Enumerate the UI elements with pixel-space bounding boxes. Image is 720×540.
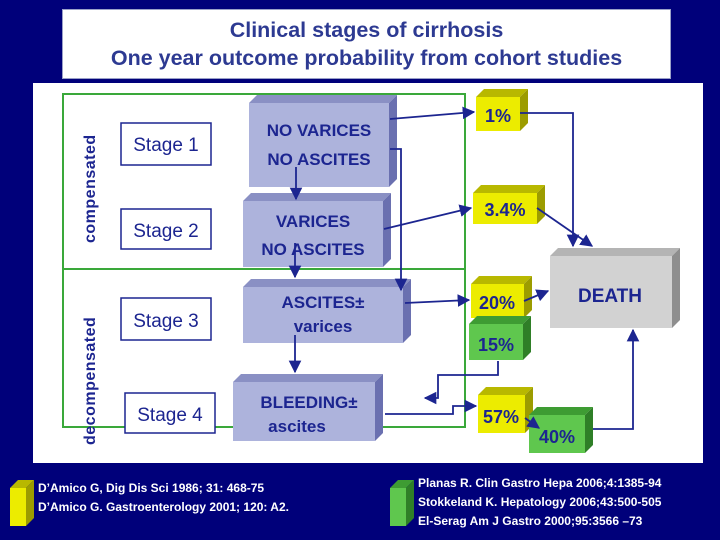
stage-label-1: Stage 1 bbox=[133, 135, 199, 156]
death-prob-box-1: 1% bbox=[476, 89, 528, 131]
arrow-prob1-to-death bbox=[520, 112, 580, 248]
arrow-condition1-to-prob1 bbox=[389, 106, 476, 120]
arrow-condition4-to-prob4 bbox=[385, 399, 478, 415]
death-prob-box-4: 57% bbox=[478, 387, 533, 433]
death-prob-box-2: 3.4% bbox=[473, 185, 545, 224]
reference-left-2: D’Amico G. Gastroenterology 2001; 120: A… bbox=[38, 500, 289, 514]
reference-left-1: D’Amico G, Dig Dis Sci 1986; 31: 468-75 bbox=[38, 481, 265, 495]
arrow-prob3-to-death bbox=[523, 289, 550, 302]
death-prob-3: 20% bbox=[479, 293, 515, 313]
condition-3-line-1: ASCITES± bbox=[281, 293, 364, 312]
progression-prob-box-2: 40% bbox=[529, 407, 593, 453]
progression-prob-box-1: 15% bbox=[469, 316, 531, 360]
arrow-progression1-to-condition4 bbox=[423, 361, 499, 405]
death-prob-box-3: 20% bbox=[471, 276, 532, 318]
arrow-prob2-to-death bbox=[536, 207, 594, 247]
arrow-condition3-to-prob3 bbox=[404, 294, 471, 307]
condition-box-3: ASCITES± varices bbox=[243, 279, 411, 343]
stage-box-3: Stage 3 bbox=[120, 297, 212, 341]
label-compensated: compensated bbox=[82, 134, 99, 243]
references-left: D’Amico G, Dig Dis Sci 1986; 31: 468-75 … bbox=[38, 479, 289, 517]
stage-box-1: Stage 1 bbox=[120, 122, 212, 166]
condition-2-line-1: VARICES bbox=[276, 212, 350, 231]
death-box: DEATH bbox=[550, 248, 680, 328]
stage-label-3: Stage 3 bbox=[133, 311, 199, 332]
arrow-condition2-to-prob2 bbox=[383, 204, 473, 230]
label-decompensated: decompensated bbox=[82, 317, 99, 445]
death-prob-1: 1% bbox=[485, 106, 511, 126]
stage-box-2: Stage 2 bbox=[120, 208, 212, 250]
progression-prob-1: 15% bbox=[478, 335, 514, 355]
condition-4-line-2: ascites bbox=[268, 417, 326, 436]
death-prob-4: 57% bbox=[483, 407, 519, 427]
death-prob-2: 3.4% bbox=[484, 200, 525, 220]
condition-box-4: BLEEDING± ascites bbox=[233, 374, 383, 441]
title-box: Clinical stages of cirrhosis One year ou… bbox=[62, 9, 671, 79]
title-line-2: One year outcome probability from cohort… bbox=[110, 46, 623, 70]
reference-right-2: Stokkeland K. Hepatology 2006;43:500-505 bbox=[418, 495, 662, 509]
stage-label-2: Stage 2 bbox=[133, 221, 199, 242]
condition-box-2: VARICES NO ASCITES bbox=[243, 193, 391, 267]
condition-1-line-2: NO ASCITES bbox=[267, 150, 370, 169]
stage-label-4: Stage 4 bbox=[137, 405, 203, 426]
arrow-condition1-to-condition3 bbox=[390, 148, 408, 292]
yellow-cube-icon bbox=[10, 480, 34, 526]
stage-box-4: Stage 4 bbox=[124, 392, 216, 434]
condition-2-line-2: NO ASCITES bbox=[261, 240, 364, 259]
progression-prob-2: 40% bbox=[539, 427, 575, 447]
stages-diagram: compensated decompensated Stage 1 Stage … bbox=[62, 89, 680, 453]
condition-1-line-1: NO VARICES bbox=[267, 121, 372, 140]
condition-4-line-1: BLEEDING± bbox=[260, 393, 357, 412]
reference-right-1: Planas R. Clin Gastro Hepa 2006;4:1385-9… bbox=[418, 476, 662, 490]
arrow-progression2-to-death bbox=[593, 328, 640, 430]
reference-right-3: El-Serag Am J Gastro 2000;95:3566 –73 bbox=[418, 514, 643, 528]
arrow-prob4-to-progression2 bbox=[524, 416, 541, 429]
diagram-panel: compensated decompensated Stage 1 Stage … bbox=[33, 83, 703, 463]
green-cube-icon bbox=[390, 480, 414, 526]
condition-3-line-2: varices bbox=[294, 317, 353, 336]
references-right: Planas R. Clin Gastro Hepa 2006;4:1385-9… bbox=[418, 474, 661, 531]
death-label: DEATH bbox=[578, 286, 642, 307]
title-line-1: Clinical stages of cirrhosis bbox=[229, 18, 504, 42]
condition-box-1: NO VARICES NO ASCITES bbox=[249, 95, 397, 187]
